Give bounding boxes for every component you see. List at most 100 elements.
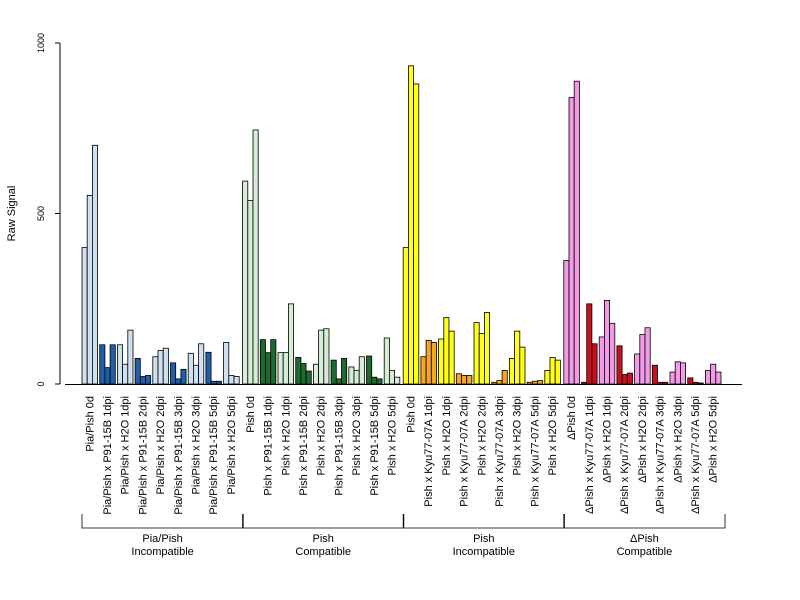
bar (198, 343, 205, 385)
group-sublabel: Compatible (295, 546, 351, 558)
bar (335, 378, 342, 385)
bar (92, 144, 99, 385)
bar (514, 330, 521, 385)
bar (491, 381, 498, 385)
bar (277, 352, 284, 385)
bar-cluster (152, 347, 169, 385)
bar-cluster (634, 327, 651, 385)
bar-cluster (438, 317, 455, 385)
x-tick-label: Pish x H2O 1dpi (441, 396, 453, 475)
bar (228, 375, 235, 385)
bar (461, 375, 468, 385)
bar-cluster (242, 129, 259, 385)
bar (626, 372, 633, 385)
bar (680, 362, 687, 385)
bar (157, 350, 164, 385)
x-tick-label: Pish x H2O 1dpi (280, 396, 292, 475)
y-axis-title: Raw Signal (6, 186, 18, 242)
bar (705, 369, 712, 385)
bar (568, 97, 575, 385)
bar (300, 363, 307, 385)
bar (81, 247, 88, 385)
bar (430, 341, 437, 385)
x-tick-label: Pish x H2O 2dpi (316, 396, 328, 475)
bar-cluster (277, 303, 294, 385)
bar (376, 378, 383, 385)
group-bracket (242, 514, 405, 529)
x-tick-label: Pish x Kyu77-07A 2dpi (459, 396, 471, 507)
bar (466, 375, 473, 385)
x-tick-label: ΔPish x Kyu77-07A 2dpi (619, 396, 631, 514)
bar (644, 327, 651, 385)
bar (394, 376, 401, 385)
y-tick-label: 500 (36, 206, 46, 221)
bar (402, 247, 409, 385)
bar (187, 352, 194, 385)
bar (621, 374, 628, 385)
bar (99, 344, 106, 385)
bar-cluster (651, 364, 669, 385)
x-tick-label: ΔPish x Kyu77-07A 5dpi (690, 396, 702, 514)
bar (537, 380, 544, 385)
bar (616, 345, 623, 385)
x-tick-label: Pia/Pish x P91-15B 1dpi (102, 396, 114, 515)
bar-cluster (99, 344, 116, 385)
bar-cluster (117, 329, 134, 385)
bar (295, 357, 302, 385)
group-label: Pish (473, 533, 494, 545)
bar (448, 330, 455, 385)
x-tick-label: Pish 0d (406, 396, 418, 433)
bar (710, 363, 717, 385)
x-tick-label: Pia/Pish x H2O 3dpi (191, 396, 203, 494)
bar (366, 355, 373, 385)
x-tick-label: Pish x P91-15B 1dpi (263, 396, 275, 496)
bar (233, 376, 240, 385)
x-tick-label: Pish x Kyu77-07A 5dpi (529, 396, 541, 507)
bar (145, 375, 152, 385)
bar (438, 338, 445, 385)
bar (388, 369, 395, 385)
bar-cluster (705, 363, 722, 385)
bar (358, 356, 365, 385)
bar (86, 195, 93, 385)
x-tick-label: Pia/Pish 0d (84, 396, 96, 452)
bar (573, 80, 580, 385)
bar (420, 356, 427, 385)
bar (483, 311, 490, 385)
x-tick-label: Pish x P91-15B 2dpi (298, 396, 310, 496)
x-tick-label: Pia/Pish x P91-15B 5dpi (208, 396, 220, 515)
bar (192, 364, 199, 385)
bar (443, 317, 450, 385)
bar (215, 380, 222, 385)
bar-cluster (544, 357, 561, 385)
bar-cluster (616, 345, 633, 385)
bar (634, 353, 641, 385)
group-bracket (563, 514, 726, 529)
bar (581, 381, 588, 385)
bar (122, 363, 129, 385)
group-bracket (81, 514, 244, 529)
bar (323, 328, 330, 385)
bar (501, 369, 508, 385)
bar-cluster (170, 362, 187, 385)
x-tick-label: ΔPish 0d (566, 396, 578, 440)
bar (247, 200, 254, 385)
bar-cluster (581, 303, 598, 385)
y-tick-label: 1000 (36, 33, 46, 53)
bar (175, 378, 182, 385)
bar (341, 358, 348, 385)
bar (657, 381, 664, 385)
bar (563, 260, 570, 385)
x-tick-label: Pia/Pish x H2O 1dpi (120, 396, 132, 494)
bar (425, 339, 432, 385)
bar (270, 339, 277, 385)
bar (669, 371, 676, 385)
bar (265, 352, 272, 385)
bar-cluster (508, 330, 526, 385)
x-tick-label: Pia/Pish x H2O 5dpi (226, 396, 238, 494)
bar (383, 337, 390, 385)
x-tick-label: ΔPish x H2O 1dpi (602, 396, 614, 483)
bar-cluster (312, 328, 330, 385)
bar (662, 381, 669, 385)
